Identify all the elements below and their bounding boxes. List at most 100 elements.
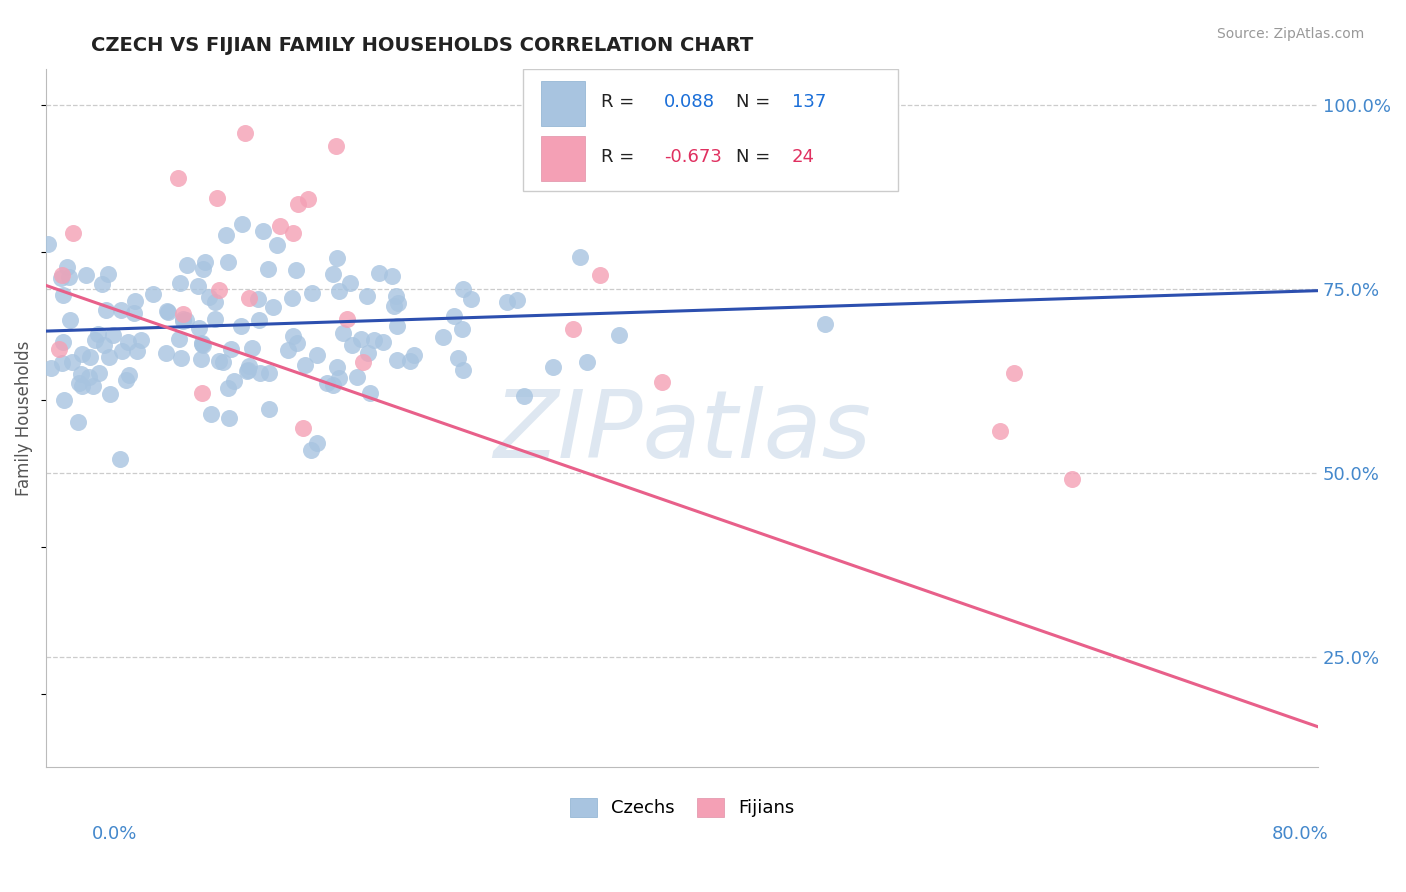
Point — [190, 386, 212, 401]
Point — [292, 421, 315, 435]
Point — [443, 309, 465, 323]
Text: 137: 137 — [792, 93, 825, 111]
Point — [326, 359, 349, 374]
Point — [212, 354, 235, 368]
Point — [41, 360, 63, 375]
Point — [75, 268, 97, 283]
Point — [432, 330, 454, 344]
Point — [156, 304, 179, 318]
Point — [207, 353, 229, 368]
Point — [404, 348, 426, 362]
Point — [281, 291, 304, 305]
Point — [198, 289, 221, 303]
Point — [110, 303, 132, 318]
FancyBboxPatch shape — [523, 69, 898, 191]
Point — [359, 386, 381, 401]
Point — [262, 300, 284, 314]
Point — [588, 268, 610, 282]
Point — [87, 327, 110, 342]
Point — [368, 266, 391, 280]
Point — [97, 267, 120, 281]
Point — [215, 227, 238, 242]
Point — [91, 277, 114, 292]
Point — [217, 255, 239, 269]
Point — [118, 368, 141, 382]
Point — [79, 350, 101, 364]
Point — [326, 251, 349, 265]
Point — [385, 353, 408, 368]
Point — [301, 286, 323, 301]
Point — [988, 424, 1011, 438]
Point — [352, 355, 374, 369]
Point — [287, 196, 309, 211]
Point — [142, 287, 165, 301]
Point — [236, 363, 259, 377]
Point — [110, 343, 132, 358]
Point — [238, 291, 260, 305]
Point — [204, 295, 226, 310]
FancyBboxPatch shape — [541, 80, 585, 126]
Point — [277, 343, 299, 357]
Point — [108, 452, 131, 467]
Point — [569, 250, 592, 264]
Point — [814, 318, 837, 332]
Point — [257, 261, 280, 276]
Point — [98, 351, 121, 365]
Point — [332, 326, 354, 341]
Point — [561, 322, 583, 336]
Point — [294, 358, 316, 372]
Point — [315, 376, 337, 390]
Point — [55, 260, 77, 274]
Point — [506, 293, 529, 308]
Point — [53, 393, 76, 408]
Point — [170, 351, 193, 366]
Point — [285, 263, 308, 277]
Point — [157, 305, 180, 319]
Point — [363, 334, 385, 348]
Point — [193, 262, 215, 277]
Point — [208, 283, 231, 297]
Y-axis label: Family Households: Family Households — [15, 340, 32, 496]
Point — [187, 279, 209, 293]
Point — [322, 378, 344, 392]
Point — [51, 270, 73, 285]
Point — [357, 346, 380, 360]
Point — [89, 367, 111, 381]
Point — [200, 407, 222, 421]
Point — [305, 348, 328, 362]
Point — [124, 293, 146, 308]
Point — [231, 217, 253, 231]
Point — [62, 355, 84, 369]
Point — [70, 347, 93, 361]
Point — [385, 289, 408, 303]
Point — [219, 343, 242, 357]
Point — [94, 303, 117, 318]
Point — [387, 319, 409, 334]
Point — [371, 334, 394, 349]
Point — [172, 312, 194, 326]
Point — [48, 342, 70, 356]
Point — [305, 436, 328, 450]
Text: 0.0%: 0.0% — [91, 825, 136, 843]
Text: 24: 24 — [792, 147, 814, 166]
Point — [79, 369, 101, 384]
Text: R =: R = — [600, 93, 640, 111]
Point — [217, 381, 239, 395]
Point — [174, 313, 197, 327]
Point — [460, 292, 482, 306]
Text: CZECH VS FIJIAN FAMILY HOUSEHOLDS CORRELATION CHART: CZECH VS FIJIAN FAMILY HOUSEHOLDS CORREL… — [91, 36, 754, 54]
Point — [101, 328, 124, 343]
Text: -0.673: -0.673 — [665, 147, 723, 166]
Text: N =: N = — [735, 147, 776, 166]
Point — [67, 376, 90, 391]
Point — [607, 328, 630, 343]
Point — [350, 332, 373, 346]
Point — [356, 289, 378, 303]
FancyBboxPatch shape — [541, 136, 585, 181]
Point — [191, 336, 214, 351]
Point — [387, 296, 409, 310]
Point — [283, 226, 305, 240]
Point — [257, 366, 280, 380]
Point — [447, 351, 470, 366]
Text: R =: R = — [600, 147, 640, 166]
